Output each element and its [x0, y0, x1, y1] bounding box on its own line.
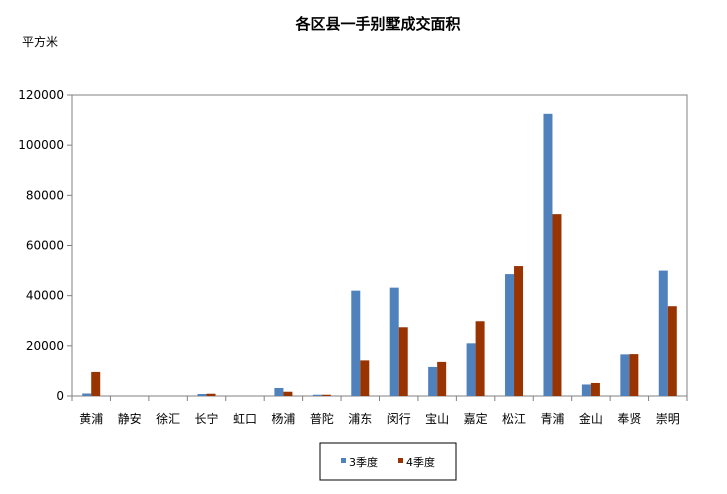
y-tick-label: 120000 [18, 88, 64, 102]
y-tick-label: 60000 [26, 239, 64, 253]
bar-3q [82, 393, 92, 396]
x-tick-label: 奉贤 [617, 412, 641, 426]
x-tick-label: 崇明 [656, 412, 680, 426]
bar-3q [351, 290, 361, 396]
bar-4q [552, 214, 562, 396]
x-tick-label: 闵行 [387, 411, 411, 426]
bar-4q [437, 361, 447, 396]
bar-3q [428, 366, 438, 396]
x-tick-label: 松江 [502, 412, 526, 426]
bar-4q [398, 327, 408, 396]
bar-4q [514, 266, 524, 396]
x-tick-label: 浦东 [348, 412, 372, 426]
bar-3q [505, 274, 515, 396]
x-tick-label: 嘉定 [464, 411, 488, 426]
x-tick-label: 青浦 [540, 412, 564, 426]
y-axis-unit: 平方米 [22, 34, 58, 49]
bar-3q [658, 270, 668, 396]
y-tick-label: 100000 [18, 138, 64, 152]
bar-4q [360, 360, 370, 396]
bar-3q [466, 343, 476, 396]
legend-box [319, 442, 457, 481]
x-tick-label: 长宁 [195, 411, 219, 426]
bars [82, 113, 677, 396]
y-tick-label: 80000 [26, 188, 64, 202]
bar-4q [283, 391, 293, 396]
chart-title: 各区县一手别墅成交面积 [294, 15, 460, 33]
x-tick-label: 徐汇 [156, 411, 180, 426]
bar-3q [389, 287, 399, 396]
legend-label-4q: 4季度 [406, 455, 435, 469]
bar-4q [91, 371, 101, 396]
x-tick-label: 金山 [579, 411, 603, 426]
legend-swatch-4q [398, 458, 403, 463]
y-tick-label: 20000 [26, 339, 64, 353]
bar-3q [274, 387, 284, 396]
x-tick-label: 虹口 [233, 412, 257, 426]
y-tick-label: 40000 [26, 289, 64, 303]
bar-4q [321, 394, 331, 396]
x-tick-label: 杨浦 [271, 411, 295, 426]
bar-3q [620, 354, 630, 396]
bar-4q [475, 321, 485, 396]
x-axis: 黄浦 静安 徐汇 长宁 虹口 杨浦 普陀 浦东 闵行 宝山 嘉定 松江 青浦 金山 奉贤 崇明 [71, 396, 688, 426]
x-tick-label: 静安 [118, 411, 142, 426]
bar-4q [667, 306, 677, 396]
y-axis: 0 20000 40000 60000 80000 100000 120000 [18, 88, 72, 403]
bar-4q [206, 393, 216, 396]
x-tick-label: 黄浦 [79, 412, 103, 426]
legend-label-3q: 3季度 [349, 455, 378, 469]
x-tick-label: 普陀 [310, 411, 334, 426]
bar-3q [581, 384, 591, 396]
x-tick-label: 宝山 [425, 412, 449, 426]
plot-area [71, 94, 688, 397]
y-tick-label: 0 [56, 389, 64, 403]
legend: 3季度 4季度 [319, 442, 457, 481]
bar-4q [590, 382, 600, 396]
bar-3q [197, 393, 207, 396]
bar-4q [629, 354, 639, 396]
bar-3q [543, 113, 553, 396]
bar-3q [312, 394, 322, 396]
legend-swatch-3q [341, 458, 346, 463]
